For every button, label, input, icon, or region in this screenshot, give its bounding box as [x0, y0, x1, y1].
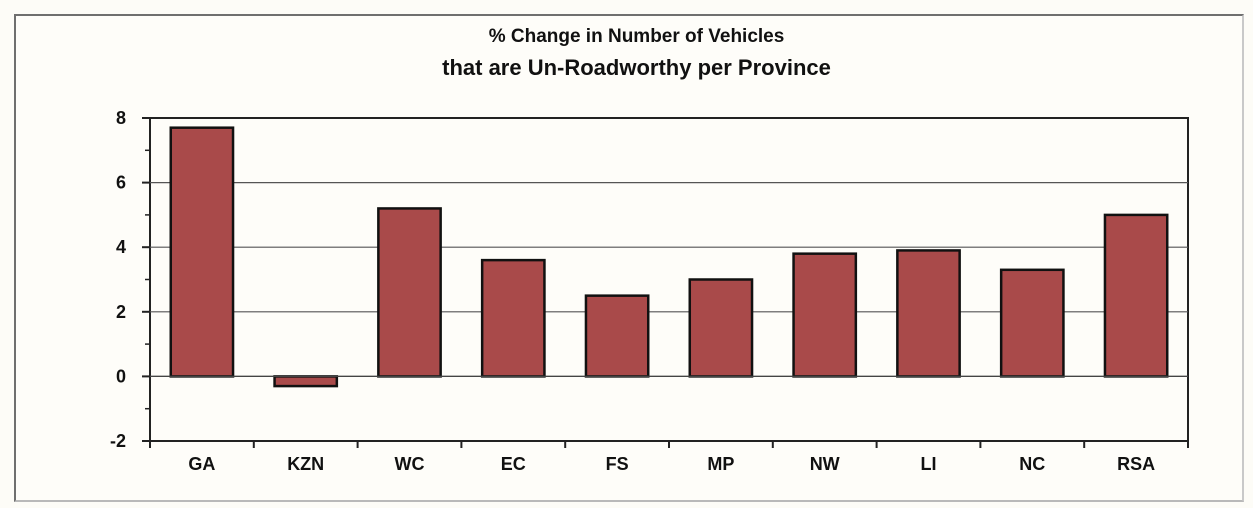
bar	[1103, 213, 1169, 378]
bar	[896, 249, 961, 378]
x-category-label: NW	[810, 454, 840, 474]
y-tick-label: 2	[116, 302, 126, 322]
bar	[999, 268, 1065, 378]
bar	[377, 207, 442, 378]
y-tick-label: 0	[116, 366, 126, 386]
bar	[688, 278, 754, 378]
bar	[792, 252, 858, 378]
x-category-label: EC	[501, 454, 526, 474]
y-tick-label: 8	[116, 108, 126, 128]
y-tick-label: 4	[116, 237, 126, 257]
x-category-label: RSA	[1117, 454, 1155, 474]
bar	[584, 294, 650, 378]
x-category-label: MP	[707, 454, 734, 474]
x-category-label: WC	[395, 454, 425, 474]
y-tick-label: -2	[110, 431, 126, 451]
chart-title-line-2: that are Un-Roadworthy per Province	[442, 55, 831, 80]
x-category-label: LI	[921, 454, 937, 474]
chart-title-line-1: % Change in Number of Vehicles	[488, 26, 785, 47]
bar	[273, 375, 339, 388]
x-category-label: KZN	[287, 454, 324, 474]
y-tick-label: 6	[116, 173, 126, 193]
bar	[169, 126, 235, 378]
x-category-label: NC	[1019, 454, 1045, 474]
bar	[480, 258, 546, 378]
x-category-label: FS	[606, 454, 629, 474]
x-category-label: GA	[188, 454, 215, 474]
